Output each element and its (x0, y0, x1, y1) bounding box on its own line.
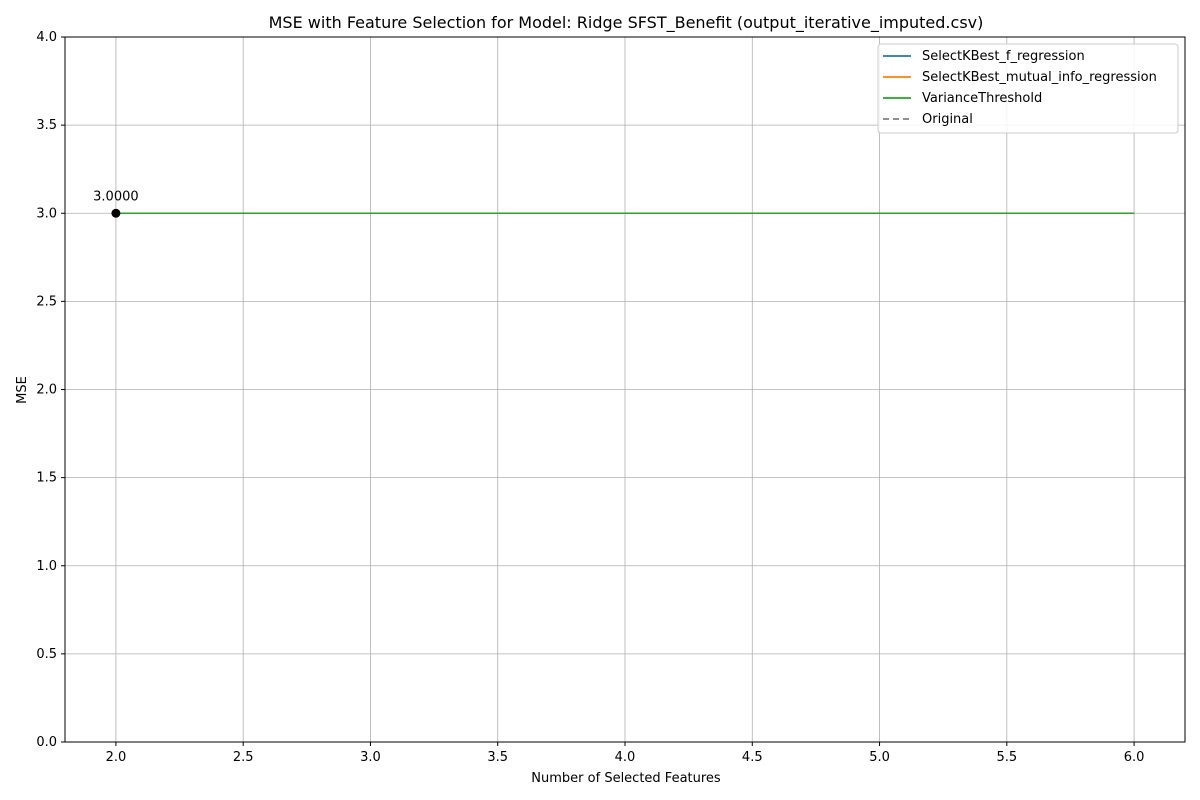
legend-label: VarianceThreshold (922, 91, 1042, 106)
tick-labels: 2.0 2.5 3.0 3.5 4.0 4.5 5.0 5.5 6.0 0.0 0.5 1.0 1.5 2… (36, 30, 1144, 765)
x-axis-title: Number of Selected Features (531, 771, 721, 786)
y-tick-label: 3.0 (36, 206, 57, 221)
legend-label: SelectKBest_mutual_info_regression (922, 70, 1157, 85)
x-tick-label: 4.0 (615, 750, 636, 765)
x-tick-label: 5.5 (996, 750, 1017, 765)
chart-title: MSE with Feature Selection for Model: Ri… (269, 13, 984, 33)
y-tick-label: 1.5 (36, 471, 57, 486)
x-tick-label: 2.5 (233, 750, 254, 765)
legend-label: SelectKBest_f_regression (922, 49, 1085, 64)
y-tick-label: 2.0 (36, 383, 57, 398)
y-tick-label: 0.5 (36, 647, 57, 662)
highlight-point (111, 208, 121, 218)
y-tick-label: 4.0 (36, 30, 57, 45)
x-tick-label: 6.0 (1124, 750, 1145, 765)
annotations: 3.0000 (93, 189, 139, 218)
x-tick-label: 3.0 (360, 750, 381, 765)
axes (61, 36, 1186, 746)
grid-lines (65, 36, 1185, 743)
chart-text: MSE with Feature Selection for Model: Ri… (15, 13, 983, 786)
legend-box (877, 43, 1179, 134)
x-tick-label: 3.5 (487, 750, 508, 765)
y-tick-label: 2.5 (36, 294, 57, 309)
highlight-point-label: 3.0000 (93, 189, 139, 204)
legend: SelectKBest_f_regression SelectKBest_mutu… (877, 43, 1179, 134)
x-tick-label: 4.5 (742, 750, 763, 765)
legend-label: Original (922, 112, 973, 127)
y-tick-label: 3.5 (36, 118, 57, 133)
x-tick-label: 2.0 (106, 750, 127, 765)
x-tick-label: 5.0 (869, 750, 890, 765)
y-axis-title: MSE (15, 376, 30, 404)
y-tick-label: 1.0 (36, 559, 57, 574)
y-tick-label: 0.0 (36, 735, 57, 750)
